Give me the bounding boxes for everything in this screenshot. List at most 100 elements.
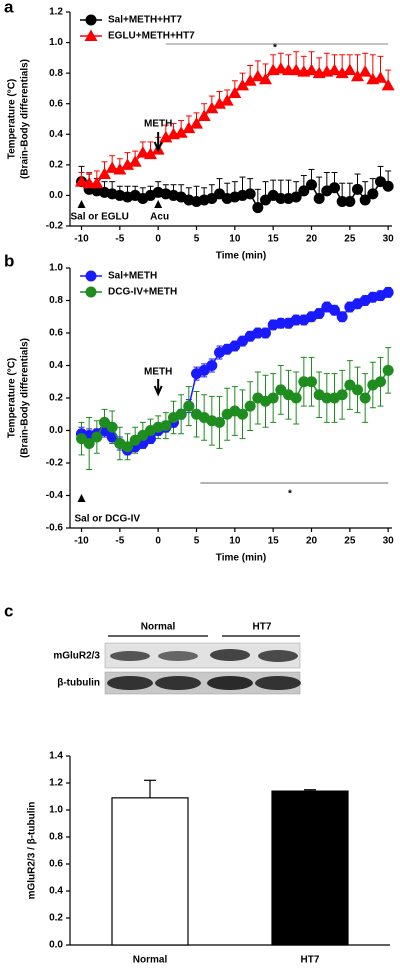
x-axis-label: Time (min) [216, 553, 266, 564]
y-axis-label: Temperature (°C) [7, 358, 18, 439]
bar [271, 790, 349, 946]
y-tick-label: 0.2 [49, 159, 63, 170]
y-axis-label: Temperature (°C) [7, 79, 18, 160]
y-axis-label: (Brain-Body differentials) [20, 338, 31, 458]
data-point [306, 376, 317, 388]
data-point [205, 101, 219, 114]
y-tick-label: 1.0 [49, 263, 63, 274]
y-tick-label: -0.2 [46, 221, 64, 232]
y-tick-label: 1.2 [49, 778, 63, 789]
data-point [375, 376, 386, 388]
data-point [128, 155, 142, 167]
data-point [91, 431, 103, 443]
data-point [244, 188, 256, 200]
y-tick-label: 1.2 [49, 7, 63, 18]
y-tick-label: 1.4 [49, 751, 63, 762]
data-point [105, 161, 119, 173]
start-marker [77, 494, 86, 502]
y-tick-label: 1.0 [49, 37, 63, 48]
y-axis-label: (Brain-Body differentials) [20, 59, 31, 179]
arrow [153, 379, 163, 397]
y-tick-label: 0.8 [49, 832, 63, 843]
data-point [160, 420, 172, 432]
data-point [290, 191, 302, 203]
x-tick-label: 30 [383, 536, 395, 547]
y-tick-label: 1.0 [49, 805, 63, 816]
x-tick-label: 10 [229, 234, 241, 245]
data-point [267, 392, 279, 404]
data-point [190, 117, 203, 129]
x-tick-label: 30 [383, 234, 395, 245]
y-tick-label: -0.6 [46, 523, 64, 534]
x-tick-label: -5 [115, 234, 124, 245]
x-tick-label: -10 [74, 234, 89, 245]
data-point [374, 71, 387, 83]
y-tick-label: 0.6 [49, 328, 63, 339]
blot-image [104, 635, 301, 695]
data-point [298, 376, 310, 388]
data-point [313, 308, 325, 319]
y-tick-label: 0.0 [49, 425, 63, 436]
y-tick-label: 0.4 [49, 886, 63, 897]
data-point [290, 314, 302, 326]
x-tick-label: 5 [194, 536, 200, 547]
data-point [214, 416, 225, 428]
legend-marker [85, 14, 97, 26]
data-point [367, 188, 379, 200]
annotation: Sal or EGLU [71, 212, 129, 223]
annotation: METH [144, 119, 172, 130]
y-tick-label: 0.8 [49, 295, 63, 306]
y-tick-label: 0.4 [49, 129, 63, 140]
data-point [381, 78, 395, 91]
data-point [182, 121, 196, 134]
x-tick-label: 5 [194, 234, 200, 245]
data-point [122, 441, 133, 453]
legend-label: Sal+METH [108, 271, 157, 282]
blot-row-label: mGluR2/3 [53, 651, 100, 662]
data-point [75, 175, 88, 187]
start-marker [77, 200, 86, 208]
data-point [213, 97, 226, 109]
start-marker [154, 200, 163, 208]
x-tick-label: 15 [268, 234, 280, 245]
data-point [121, 158, 134, 170]
y-tick-label: 0.4 [49, 360, 63, 371]
bar [111, 797, 189, 946]
x-tick-label: 20 [306, 234, 318, 245]
annotation: METH [144, 367, 172, 378]
data-point [113, 162, 127, 175]
data-point [159, 130, 173, 143]
data-point [382, 364, 394, 376]
data-point [305, 63, 318, 76]
y-tick-label: 0.0 [49, 190, 63, 201]
data-point [197, 109, 211, 121]
x-tick-label: 25 [344, 536, 356, 547]
x-tick-label: HT7 [301, 955, 320, 966]
significance: * [288, 489, 292, 500]
data-point [220, 94, 234, 106]
x-tick-label: -5 [115, 536, 124, 547]
x-tick-label: Normal [133, 955, 168, 966]
data-point [290, 392, 302, 404]
data-point [83, 438, 95, 449]
data-point [382, 286, 394, 298]
data-point [90, 176, 104, 189]
data-point [251, 69, 265, 82]
x-tick-label: -10 [74, 536, 89, 547]
blot-group-label: HT7 [253, 622, 272, 633]
data-point [275, 317, 287, 329]
data-point [228, 86, 242, 99]
y-tick-label: -0.2 [46, 458, 64, 469]
x-tick-label: 20 [306, 536, 318, 547]
x-tick-label: 10 [229, 536, 241, 547]
panel-label: a [4, 0, 14, 16]
data-point [352, 183, 363, 195]
legend-marker [84, 29, 98, 41]
data-point [175, 408, 187, 420]
data-point [336, 196, 348, 208]
data-point [144, 147, 157, 160]
y-tick-label: 0.2 [49, 393, 63, 404]
data-point [206, 360, 218, 371]
data-point [351, 69, 364, 82]
